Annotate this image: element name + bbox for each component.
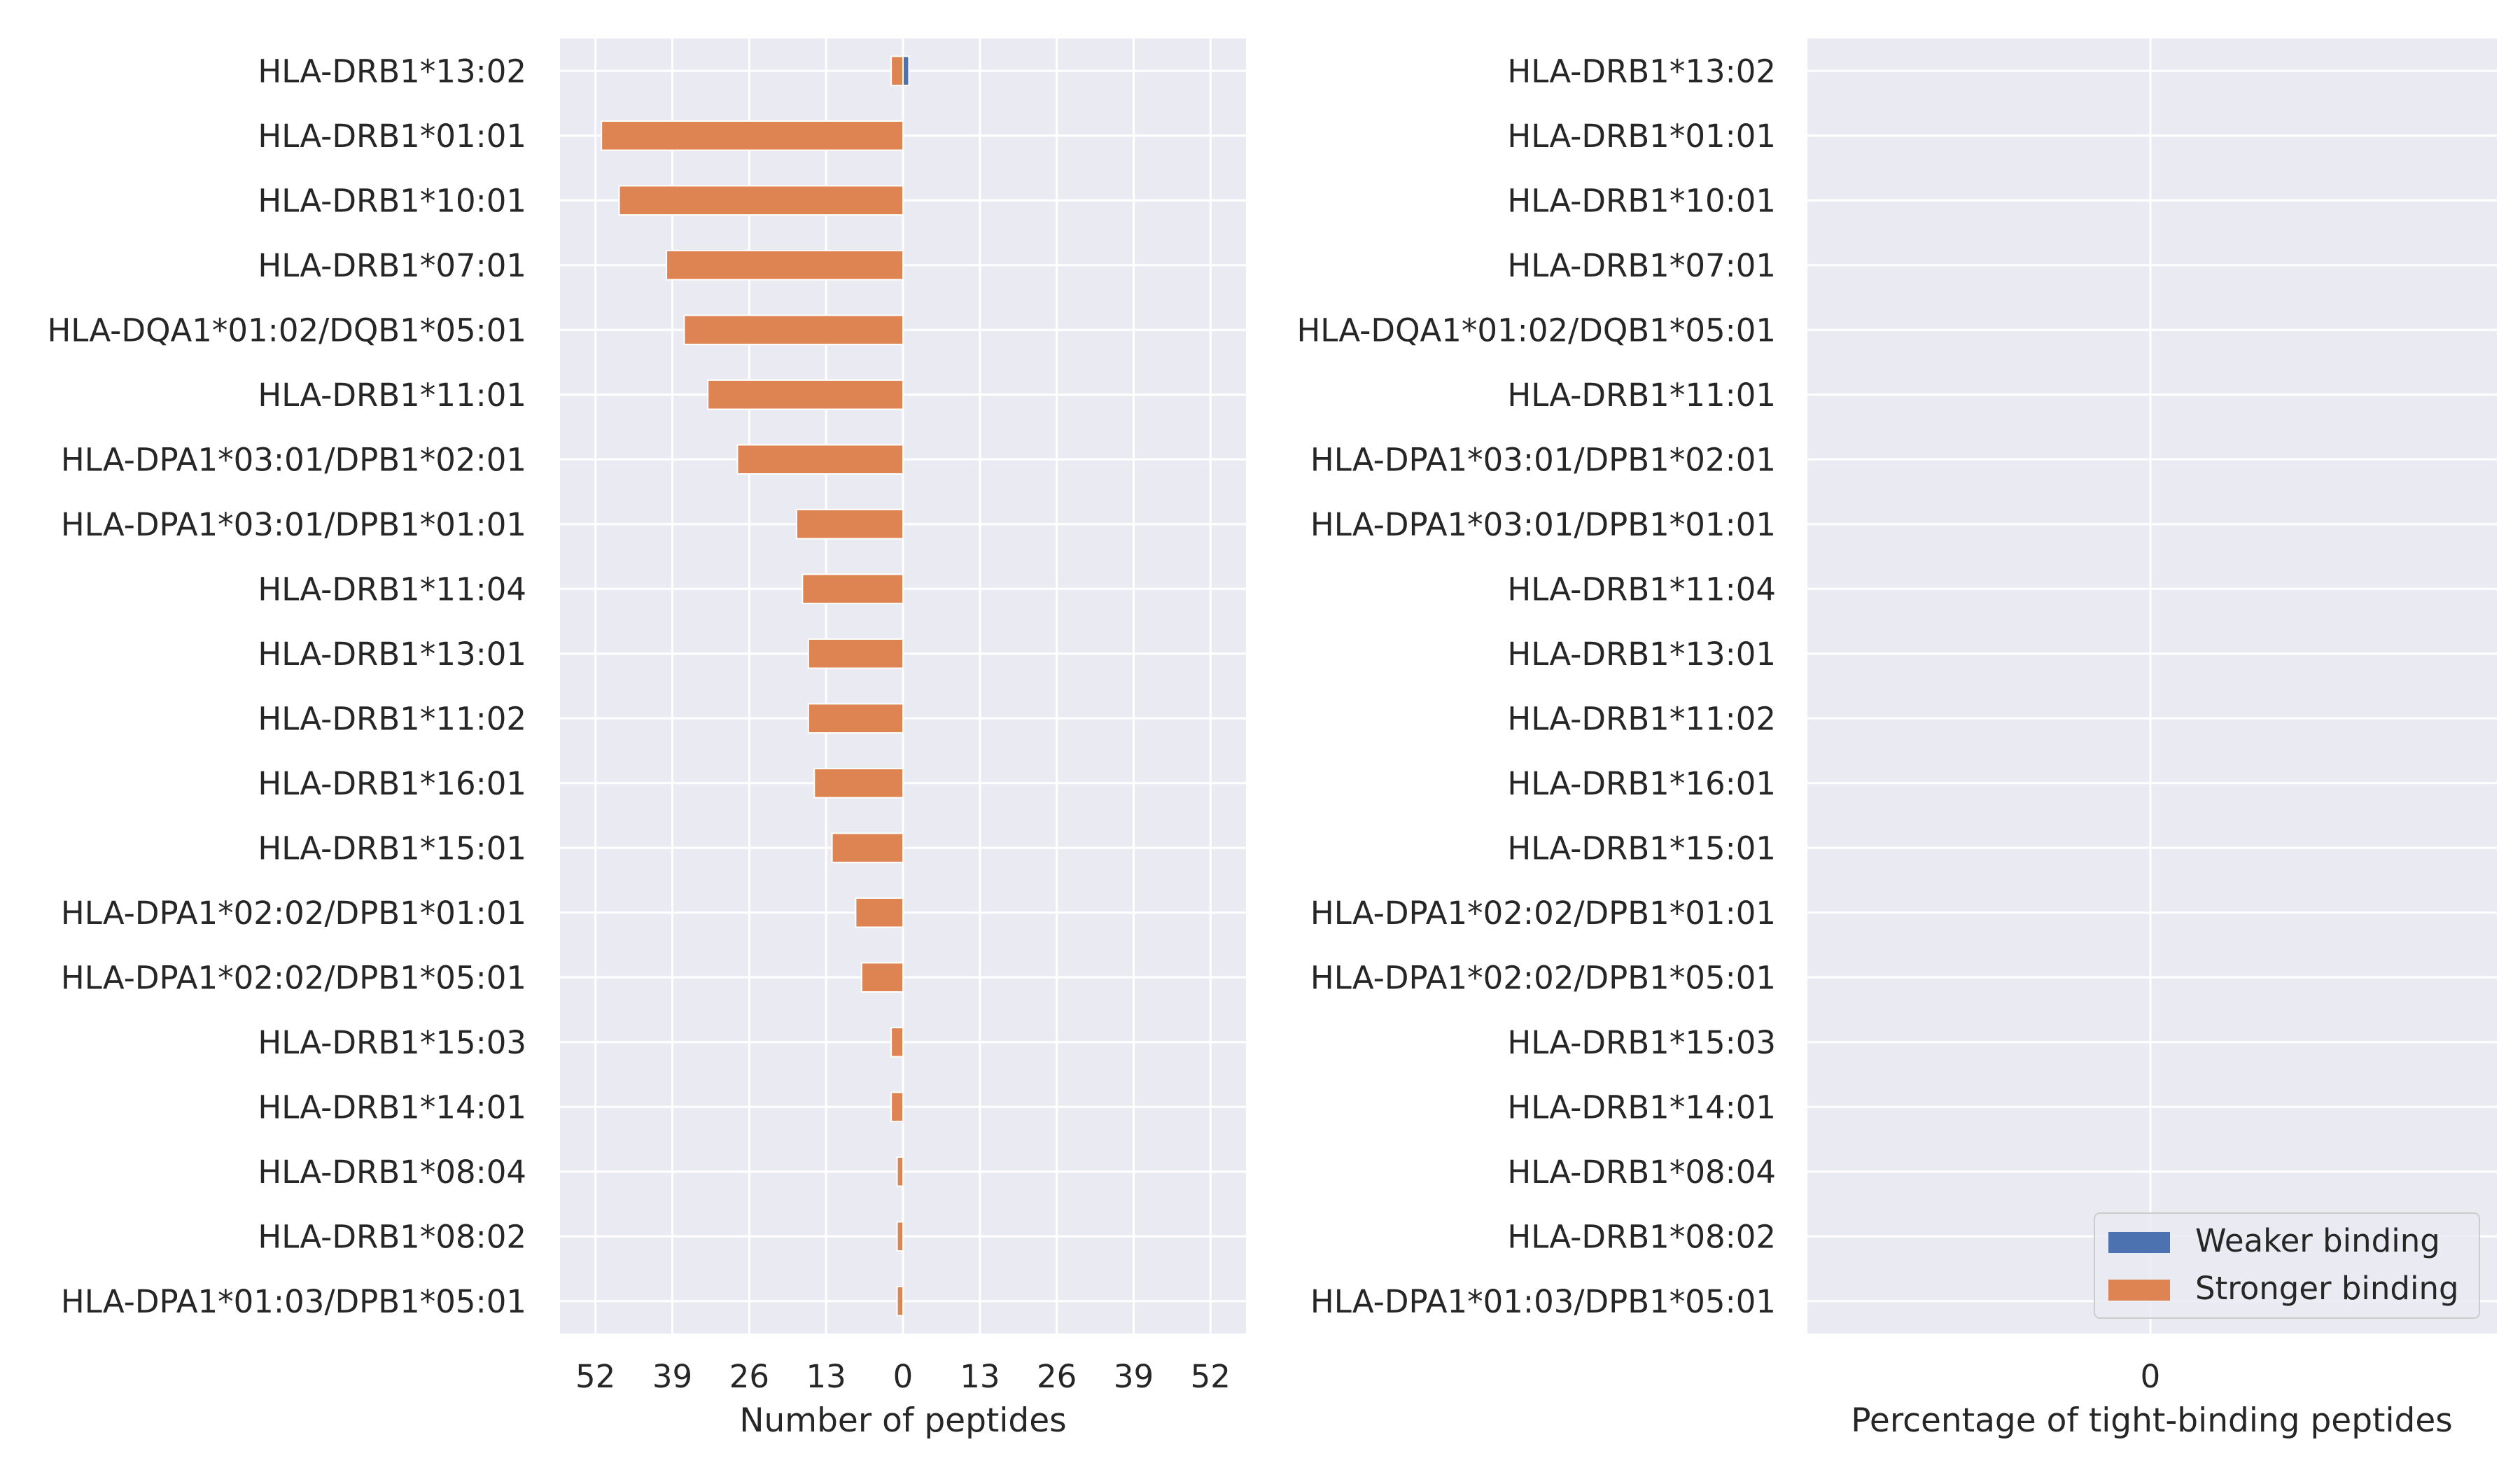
right-x-tick-label: 0 <box>2141 1358 2161 1395</box>
left-category-label: HLA-DRB1*07:01 <box>258 247 526 284</box>
right-category-label: HLA-DRB1*14:01 <box>1507 1088 1776 1126</box>
left-x-axis-label: Number of peptides <box>739 1401 1066 1440</box>
left-x-tick-label: 52 <box>1191 1358 1231 1395</box>
right-x-axis-label: Percentage of tight-binding peptides <box>1851 1401 2453 1440</box>
right-gridlines <box>1807 38 2497 1334</box>
left-category-label: HLA-DPA1*01:03/DPB1*05:01 <box>61 1283 526 1320</box>
left-category-label: HLA-DPA1*02:02/DPB1*01:01 <box>61 895 526 932</box>
bar-stronger-binding-hla-drb1-08-04 <box>896 1156 904 1187</box>
right-category-label: HLA-DRB1*16:01 <box>1507 765 1776 802</box>
bar-stronger-binding-hla-drb1-15-03 <box>890 1026 904 1058</box>
left-x-tick-label: 26 <box>1037 1358 1077 1395</box>
left-bars <box>601 55 910 1317</box>
right-plot-area <box>1807 38 2497 1334</box>
legend-label-weaker-binding: Weaker binding <box>2195 1222 2440 1259</box>
left-category-label: HLA-DRB1*13:01 <box>258 636 526 673</box>
right-category-label: HLA-DPA1*02:02/DPB1*05:01 <box>1310 959 1776 996</box>
left-x-tick-label: 13 <box>806 1358 846 1395</box>
left-category-label: HLA-DRB1*15:01 <box>258 830 526 867</box>
right-category-label: HLA-DRB1*13:02 <box>1507 52 1776 90</box>
bar-stronger-binding-hla-drb1-15-01 <box>831 832 904 864</box>
left-category-label: HLA-DRB1*08:04 <box>258 1154 526 1191</box>
left-category-labels: HLA-DRB1*13:02 HLA-DRB1*01:01 HLA-DRB1*10:… <box>47 52 526 1320</box>
right-category-label: HLA-DQA1*01:02/DQB1*05:01 <box>1296 312 1776 349</box>
bar-stronger-binding-hla-drb1-11-02 <box>807 703 904 734</box>
right-category-label: HLA-DPA1*01:03/DPB1*05:01 <box>1310 1283 1776 1320</box>
right-category-labels: HLA-DRB1*13:02 HLA-DRB1*01:01 HLA-DRB1*10:… <box>1296 52 1776 1320</box>
bar-stronger-binding-hla-drb1-13-01 <box>807 638 904 669</box>
bar-stronger-binding-hla-dpa1-01-03-dpb1-05-01 <box>896 1285 904 1317</box>
left-category-label: HLA-DRB1*01:01 <box>258 118 526 155</box>
left-category-label: HLA-DRB1*08:02 <box>258 1218 526 1255</box>
left-category-label: HLA-DPA1*03:01/DPB1*02:01 <box>61 441 526 478</box>
bar-stronger-binding-hla-drb1-10-01 <box>618 185 904 216</box>
bar-stronger-binding-hla-dpa1-03-01-dpb1-01-01 <box>795 508 904 540</box>
left-category-label: HLA-DPA1*02:02/DPB1*05:01 <box>61 959 526 996</box>
bar-stronger-binding-hla-dpa1-02-02-dpb1-01-01 <box>855 897 904 928</box>
bar-stronger-binding-hla-dpa1-03-01-dpb1-02-01 <box>736 444 904 475</box>
left-x-tick-label: 39 <box>652 1358 692 1395</box>
legend-box <box>2094 1212 2480 1319</box>
legend: Weaker binding Stronger binding <box>2094 1212 2480 1319</box>
legend-swatch-stronger-binding <box>2108 1280 2170 1301</box>
left-category-label: HLA-DQA1*01:02/DQB1*05:01 <box>47 312 526 349</box>
right-category-label: HLA-DRB1*11:01 <box>1507 377 1776 414</box>
bar-stronger-binding-hla-drb1-14-01 <box>890 1091 904 1123</box>
bar-stronger-binding-hla-drb1-13-02 <box>890 55 904 87</box>
left-panel: HLA-DRB1*13:02 HLA-DRB1*01:01 HLA-DRB1*10:… <box>47 38 1246 1440</box>
legend-swatch-weaker-binding <box>2108 1232 2170 1253</box>
bar-stronger-binding-hla-drb1-11-01 <box>707 379 904 410</box>
right-category-label: HLA-DRB1*08:02 <box>1507 1218 1776 1255</box>
right-category-label: HLA-DPA1*02:02/DPB1*01:01 <box>1310 895 1776 932</box>
bar-stronger-binding-hla-drb1-07-01 <box>666 249 904 281</box>
bar-stronger-binding-hla-drb1-16-01 <box>813 767 904 799</box>
right-category-label: HLA-DRB1*11:04 <box>1507 570 1776 608</box>
left-category-label: HLA-DRB1*14:01 <box>258 1088 526 1126</box>
left-category-label: HLA-DRB1*13:02 <box>258 52 526 90</box>
bar-stronger-binding-hla-drb1-01-01 <box>601 120 904 151</box>
bar-stronger-binding-hla-dpa1-02-02-dpb1-05-01 <box>860 962 904 993</box>
bar-weaker-binding-hla-drb1-13-02 <box>902 55 910 87</box>
right-category-label: HLA-DRB1*13:01 <box>1507 636 1776 673</box>
right-category-label: HLA-DRB1*10:01 <box>1507 182 1776 219</box>
left-x-tick-label: 26 <box>729 1358 769 1395</box>
left-x-tick-label: 13 <box>960 1358 1000 1395</box>
legend-label-stronger-binding: Stronger binding <box>2195 1270 2459 1307</box>
left-x-tick-label: 52 <box>575 1358 615 1395</box>
right-category-label: HLA-DRB1*07:01 <box>1507 247 1776 284</box>
right-category-label: HLA-DRB1*08:04 <box>1507 1154 1776 1191</box>
right-category-label: HLA-DRB1*11:02 <box>1507 700 1776 737</box>
bar-stronger-binding-hla-drb1-11-04 <box>802 573 904 605</box>
left-category-label: HLA-DPA1*03:01/DPB1*01:01 <box>61 506 526 543</box>
left-category-label: HLA-DRB1*15:03 <box>258 1024 526 1061</box>
left-category-label: HLA-DRB1*11:02 <box>258 700 526 737</box>
right-panel: HLA-DRB1*13:02 HLA-DRB1*01:01 HLA-DRB1*10:… <box>1296 38 2497 1440</box>
left-x-tick-labels: 52 39 26 13 0 13 26 39 52 <box>575 1358 1231 1395</box>
left-category-label: HLA-DRB1*10:01 <box>258 182 526 219</box>
right-category-label: HLA-DRB1*15:01 <box>1507 830 1776 867</box>
right-category-label: HLA-DRB1*15:03 <box>1507 1024 1776 1061</box>
left-category-label: HLA-DRB1*11:01 <box>258 377 526 414</box>
left-x-tick-label: 39 <box>1114 1358 1154 1395</box>
left-category-label: HLA-DRB1*16:01 <box>258 765 526 802</box>
right-category-label: HLA-DPA1*03:01/DPB1*02:01 <box>1310 441 1776 478</box>
right-x-tick-labels: 0 <box>2141 1358 2161 1395</box>
bar-stronger-binding-hla-drb1-08-02 <box>896 1221 904 1252</box>
bar-stronger-binding-hla-dqa1-01-02-dqb1-05-01 <box>683 314 904 346</box>
left-x-tick-label: 0 <box>893 1358 913 1395</box>
right-category-label: HLA-DPA1*03:01/DPB1*01:01 <box>1310 506 1776 543</box>
right-category-label: HLA-DRB1*01:01 <box>1507 118 1776 155</box>
left-category-label: HLA-DRB1*11:04 <box>258 570 526 608</box>
